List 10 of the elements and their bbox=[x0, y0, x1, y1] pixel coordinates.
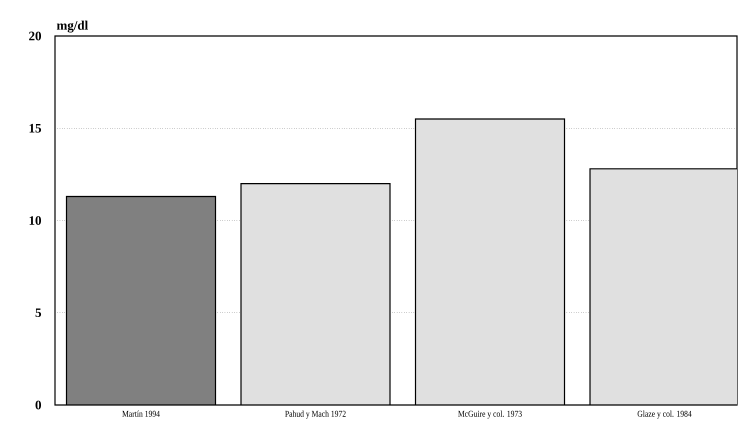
y-tick-label: 5 bbox=[36, 308, 42, 318]
x-tick-label: Glaze y col. 1984 bbox=[638, 410, 692, 419]
y-axis-title: mg/dl bbox=[56, 20, 88, 32]
y-tick-label: 10 bbox=[30, 216, 42, 225]
x-tick-label: McGuire y col. 1973 bbox=[458, 410, 522, 419]
y-tick-label: 20 bbox=[29, 32, 42, 40]
y-tick-label: 15 bbox=[30, 124, 42, 133]
x-tick-label: Martín 1994 bbox=[122, 410, 160, 417]
x-tick-label: Pahud y Mach 1972 bbox=[285, 410, 346, 419]
y-tick-label: 0 bbox=[36, 400, 42, 410]
